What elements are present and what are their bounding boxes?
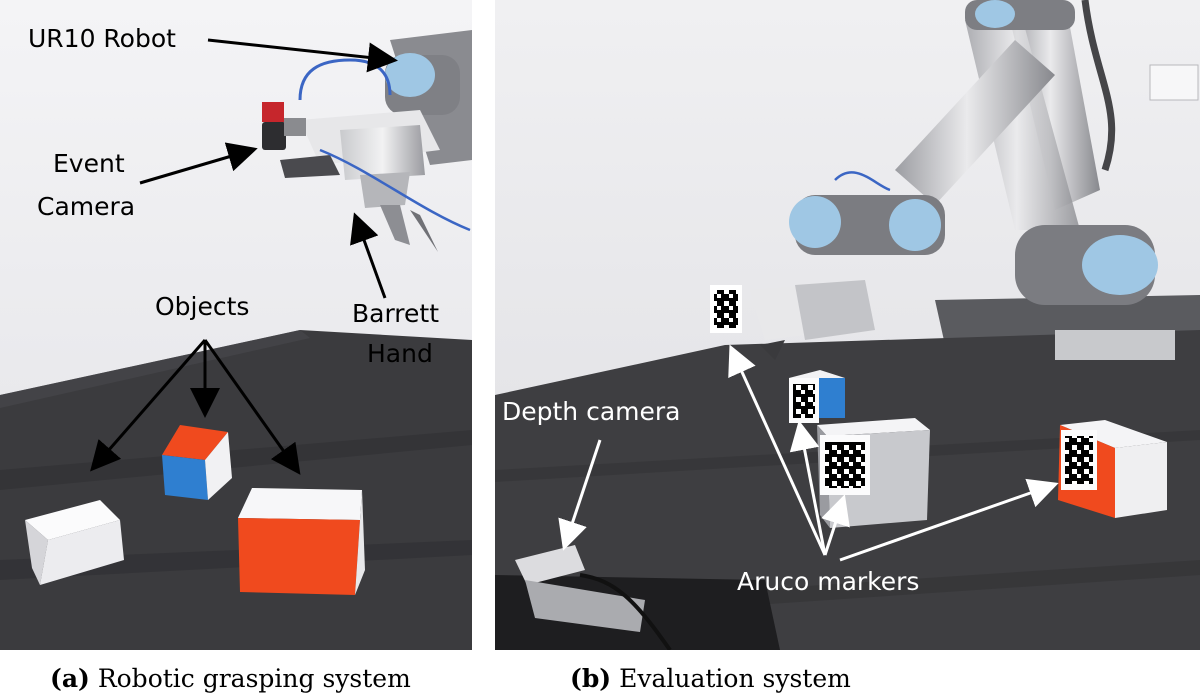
label-depth-camera: Depth camera bbox=[502, 397, 681, 426]
ur10-robot-arm bbox=[750, 0, 1175, 360]
small-blue-box bbox=[789, 370, 845, 423]
event-camera bbox=[262, 102, 306, 150]
label-aruco-markers: Aruco markers bbox=[737, 567, 919, 596]
arrow-aruco-blue-box bbox=[789, 420, 827, 556]
red-box bbox=[238, 488, 365, 595]
arrow-object-white bbox=[90, 339, 207, 472]
arrow-aruco-gripper bbox=[728, 344, 827, 556]
blue-red-box bbox=[162, 425, 232, 500]
caption-b-tag: (b) bbox=[570, 664, 612, 693]
scene-grasping-photo: UR10 Robot Event Camera Objects Barrett … bbox=[0, 0, 472, 650]
depth-camera bbox=[515, 545, 672, 650]
label-barrett-hand-line1: Barrett bbox=[352, 299, 439, 328]
label-ur10-robot: UR10 Robot bbox=[28, 24, 176, 53]
arrow-robot bbox=[207, 38, 398, 73]
panel-robotic-grasping: UR10 Robot Event Camera Objects Barrett … bbox=[0, 0, 472, 650]
arrow-aruco-grey-box bbox=[821, 494, 850, 556]
panel-evaluation-system: Depth camera Aruco markers bbox=[495, 0, 1200, 650]
arrow-barrett-hand bbox=[350, 212, 387, 299]
red-white-box bbox=[1058, 420, 1167, 518]
arrow-object-red bbox=[203, 339, 301, 475]
caption-a-text: Robotic grasping system bbox=[97, 664, 411, 693]
arrow-event-camera bbox=[139, 142, 258, 185]
caption-a-tag: (a) bbox=[50, 664, 90, 693]
grey-box bbox=[817, 418, 930, 528]
caption-b: (b) Evaluation system bbox=[570, 664, 851, 693]
white-box bbox=[25, 500, 124, 585]
label-event-camera-line2: Camera bbox=[37, 192, 135, 221]
label-event-camera-line1: Event bbox=[53, 149, 125, 178]
caption-b-text: Evaluation system bbox=[619, 664, 851, 693]
ur10-robot-arm bbox=[280, 30, 472, 252]
arrow-depth-camera bbox=[558, 439, 602, 551]
arrow-aruco-red-box bbox=[839, 478, 1059, 562]
scene-evaluation-photo: Depth camera Aruco markers bbox=[495, 0, 1200, 650]
wall-socket bbox=[1149, 64, 1199, 101]
caption-a: (a) Robotic grasping system bbox=[50, 664, 411, 693]
label-objects: Objects bbox=[155, 292, 249, 321]
label-barrett-hand-line2: Hand bbox=[367, 339, 433, 368]
